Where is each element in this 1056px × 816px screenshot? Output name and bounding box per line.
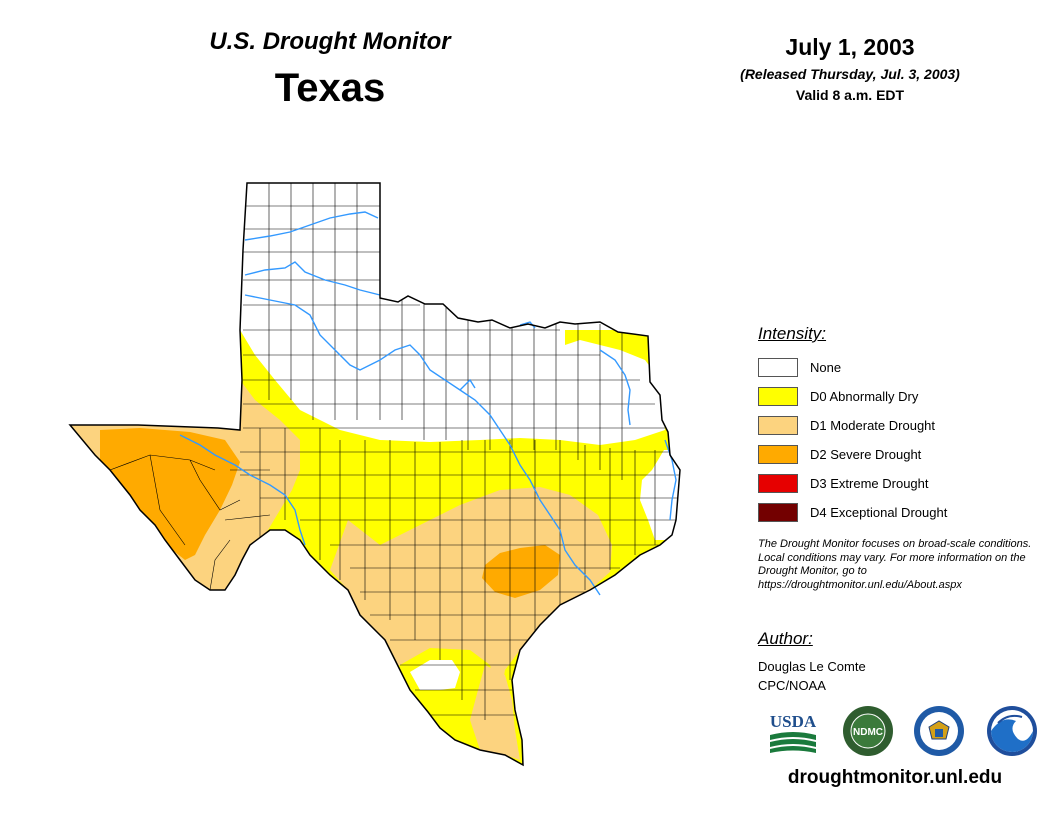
legend-item-none: None <box>758 353 1048 382</box>
legend-label: None <box>810 360 842 375</box>
map-title: U.S. Drought Monitor <box>209 28 451 55</box>
usda-logo: USDA <box>770 712 817 753</box>
noaa-logo <box>987 706 1037 756</box>
d2-area-west <box>100 428 240 560</box>
county-grid-central <box>240 428 680 720</box>
county-lines <box>109 183 680 720</box>
legend: Intensity: None D0 Abnormally Dry D1 Mod… <box>758 324 1048 527</box>
county-grid-panhandle <box>243 183 665 480</box>
d1-area-coast <box>470 665 520 760</box>
author-title: Author: <box>758 629 813 648</box>
commerce-seal-logo <box>914 706 964 756</box>
d1-area-south <box>330 487 612 700</box>
date-block: July 1, 2003 (Released Thursday, Jul. 3,… <box>700 34 1000 103</box>
legend-swatch <box>758 416 798 435</box>
legend-label: D4 Exceptional Drought <box>810 505 948 520</box>
disclaimer-note: The Drought Monitor focuses on broad-sca… <box>758 538 1032 591</box>
ndmc-logo: NDMC <box>843 706 893 756</box>
legend-item-d0: D0 Abnormally Dry <box>758 382 1048 411</box>
map-date: July 1, 2003 <box>785 34 915 60</box>
state-name: Texas <box>274 66 386 110</box>
rivers <box>179 211 677 596</box>
author-name: Douglas Le Comte <box>758 659 866 674</box>
river-colorado <box>459 378 476 391</box>
d2-area-central <box>482 545 560 598</box>
legend-swatch <box>758 474 798 493</box>
texas-drought-map <box>69 182 681 766</box>
legend-item-d2: D2 Severe Drought <box>758 440 1048 469</box>
legend-swatch <box>758 387 798 406</box>
legend-item-d4: D4 Exceptional Drought <box>758 498 1048 527</box>
legend-swatch <box>758 358 798 377</box>
river-red-north <box>244 261 381 296</box>
release-date: (Released Thursday, Jul. 3, 2003) <box>740 66 960 82</box>
legend-swatch <box>758 445 798 464</box>
river-brazos <box>244 294 601 596</box>
usda-logo-text: USDA <box>770 712 817 731</box>
website-url[interactable]: droughtmonitor.unl.edu <box>787 767 1003 788</box>
legend-swatch <box>758 503 798 522</box>
river-pecos <box>179 434 306 546</box>
author-org: CPC/NOAA <box>758 678 826 693</box>
valid-time: Valid 8 a.m. EDT <box>795 87 905 103</box>
ndmc-logo-text: NDMC <box>853 727 883 738</box>
legend-item-d3: D3 Extreme Drought <box>758 469 1048 498</box>
legend-item-d1: D1 Moderate Drought <box>758 411 1048 440</box>
legend-label: D0 Abnormally Dry <box>810 389 919 404</box>
river-trinity <box>599 349 631 426</box>
none-area-south <box>410 660 460 690</box>
river-canadian <box>244 211 379 241</box>
legend-label: D1 Moderate Drought <box>810 418 936 433</box>
author-block: Author: Douglas Le Comte CPC/NOAA <box>758 629 1038 695</box>
legend-label: D3 Extreme Drought <box>810 476 929 491</box>
partner-logos: USDA NDMC <box>760 705 1037 761</box>
county-lines-west <box>109 454 271 591</box>
legend-label: D2 Severe Drought <box>810 447 922 462</box>
legend-title: Intensity: <box>758 324 827 343</box>
